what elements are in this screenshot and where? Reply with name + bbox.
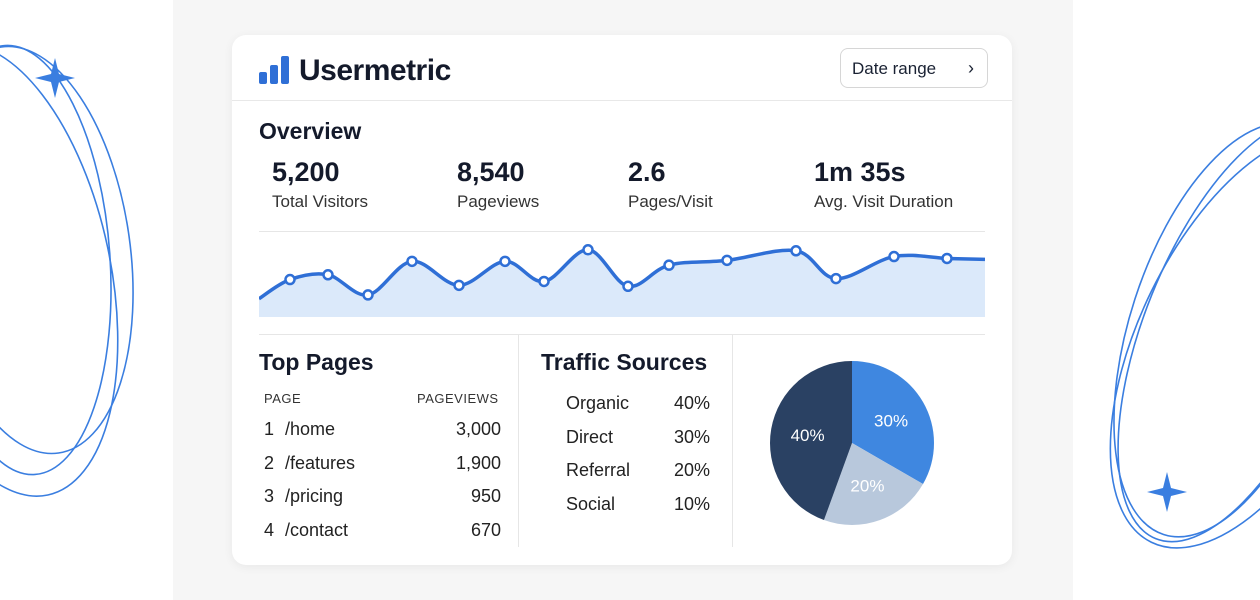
data-point xyxy=(941,252,953,265)
page-path: /features xyxy=(285,452,356,473)
stat-value: 5,200 xyxy=(272,157,340,187)
pie-slice xyxy=(823,443,924,525)
traffic-source-label: Social xyxy=(566,493,616,514)
data-point xyxy=(721,254,733,267)
star-icon xyxy=(1147,472,1187,512)
stat-label: Pages/Visit xyxy=(628,192,713,211)
stat-total-visitors: 5,200 Total Visitors xyxy=(272,157,368,212)
pie-slice-label: 20% xyxy=(850,476,884,495)
stat-pageviews: 8,540 Pageviews xyxy=(457,157,539,212)
pageviews-value: 950 xyxy=(470,486,501,506)
data-point xyxy=(499,255,511,268)
app-title: Usermetric xyxy=(299,54,451,87)
data-point xyxy=(538,275,550,288)
table-row[interactable]: 2 /features xyxy=(264,452,355,474)
traffic-source-pct: 10% xyxy=(673,493,710,514)
rank: 1 xyxy=(264,419,275,439)
pie-slice-label: 30% xyxy=(874,411,908,430)
data-point xyxy=(622,280,634,293)
pie-slice xyxy=(852,361,934,484)
traffic-sources-title: Traffic Sources xyxy=(541,349,708,375)
data-point xyxy=(790,245,802,257)
page-path: /home xyxy=(285,419,336,439)
traffic-pie-chart: 30% 20% 40% xyxy=(770,361,934,525)
pie-slice xyxy=(770,361,852,521)
table-row[interactable]: 4 /contact xyxy=(264,519,348,541)
pageviews-value: 670 xyxy=(470,519,501,540)
rank: 4 xyxy=(264,519,275,540)
dashboard-card: Usermetric Date range › Overview 5,200 To… xyxy=(232,35,1012,565)
logo: Usermetric xyxy=(259,54,451,88)
overview-title: Overview xyxy=(259,118,362,144)
data-point xyxy=(453,279,465,292)
col-page-header: PAGE xyxy=(264,391,302,406)
pie-slice-label: 40% xyxy=(791,426,825,445)
chevron-right-icon: › xyxy=(968,58,974,78)
traffic-source-pct: 40% xyxy=(673,393,710,413)
table-row[interactable]: 1 /home xyxy=(264,419,335,440)
table-row[interactable]: 3 /pricing xyxy=(264,486,343,507)
rank: 3 xyxy=(264,486,275,506)
stat-label: Total Visitors xyxy=(272,192,369,211)
stat-label: Avg. Visit Duration xyxy=(814,192,954,211)
traffic-source-pct: 20% xyxy=(673,460,710,480)
traffic-source-pct: 30% xyxy=(673,426,710,447)
data-point xyxy=(663,259,675,271)
col-pageviews-header: PAGEVIEWS xyxy=(417,391,499,406)
traffic-source-label: Referral xyxy=(566,460,631,480)
data-point xyxy=(406,255,418,268)
date-range-label: Date range xyxy=(852,59,937,78)
stat-label: Pageviews xyxy=(457,192,540,211)
pageviews-value: 3,000 xyxy=(455,419,501,439)
data-point xyxy=(830,272,842,285)
header: Usermetric Date range › xyxy=(232,35,1012,101)
divider xyxy=(732,335,733,547)
divider xyxy=(259,334,985,335)
star-icon xyxy=(35,58,75,98)
data-point xyxy=(284,273,296,286)
top-pages-title: Top Pages xyxy=(259,349,374,375)
divider xyxy=(259,231,985,232)
stat-pages-per-visit: 2.6 Pages/Visit xyxy=(628,157,713,212)
data-point xyxy=(322,269,334,281)
stat-avg-duration: 1m 35s Avg. Visit Duration xyxy=(814,157,953,212)
data-point xyxy=(888,250,900,263)
visitors-area-chart xyxy=(259,244,985,317)
divider xyxy=(518,335,519,547)
data-point xyxy=(362,289,374,301)
rank: 2 xyxy=(264,452,275,473)
stat-value: 2.6 xyxy=(628,157,666,187)
traffic-source-label: Organic xyxy=(566,393,630,413)
stat-value: 8,540 xyxy=(457,157,525,187)
stat-value: 1m 35s xyxy=(814,157,906,187)
bar-chart-icon xyxy=(259,56,289,84)
page-path: /pricing xyxy=(285,486,344,506)
date-range-button[interactable]: Date range › xyxy=(840,48,988,88)
traffic-source-label: Direct xyxy=(566,426,614,447)
data-point xyxy=(582,244,594,256)
page-path: /contact xyxy=(285,519,349,540)
pageviews-value: 1,900 xyxy=(455,452,501,473)
